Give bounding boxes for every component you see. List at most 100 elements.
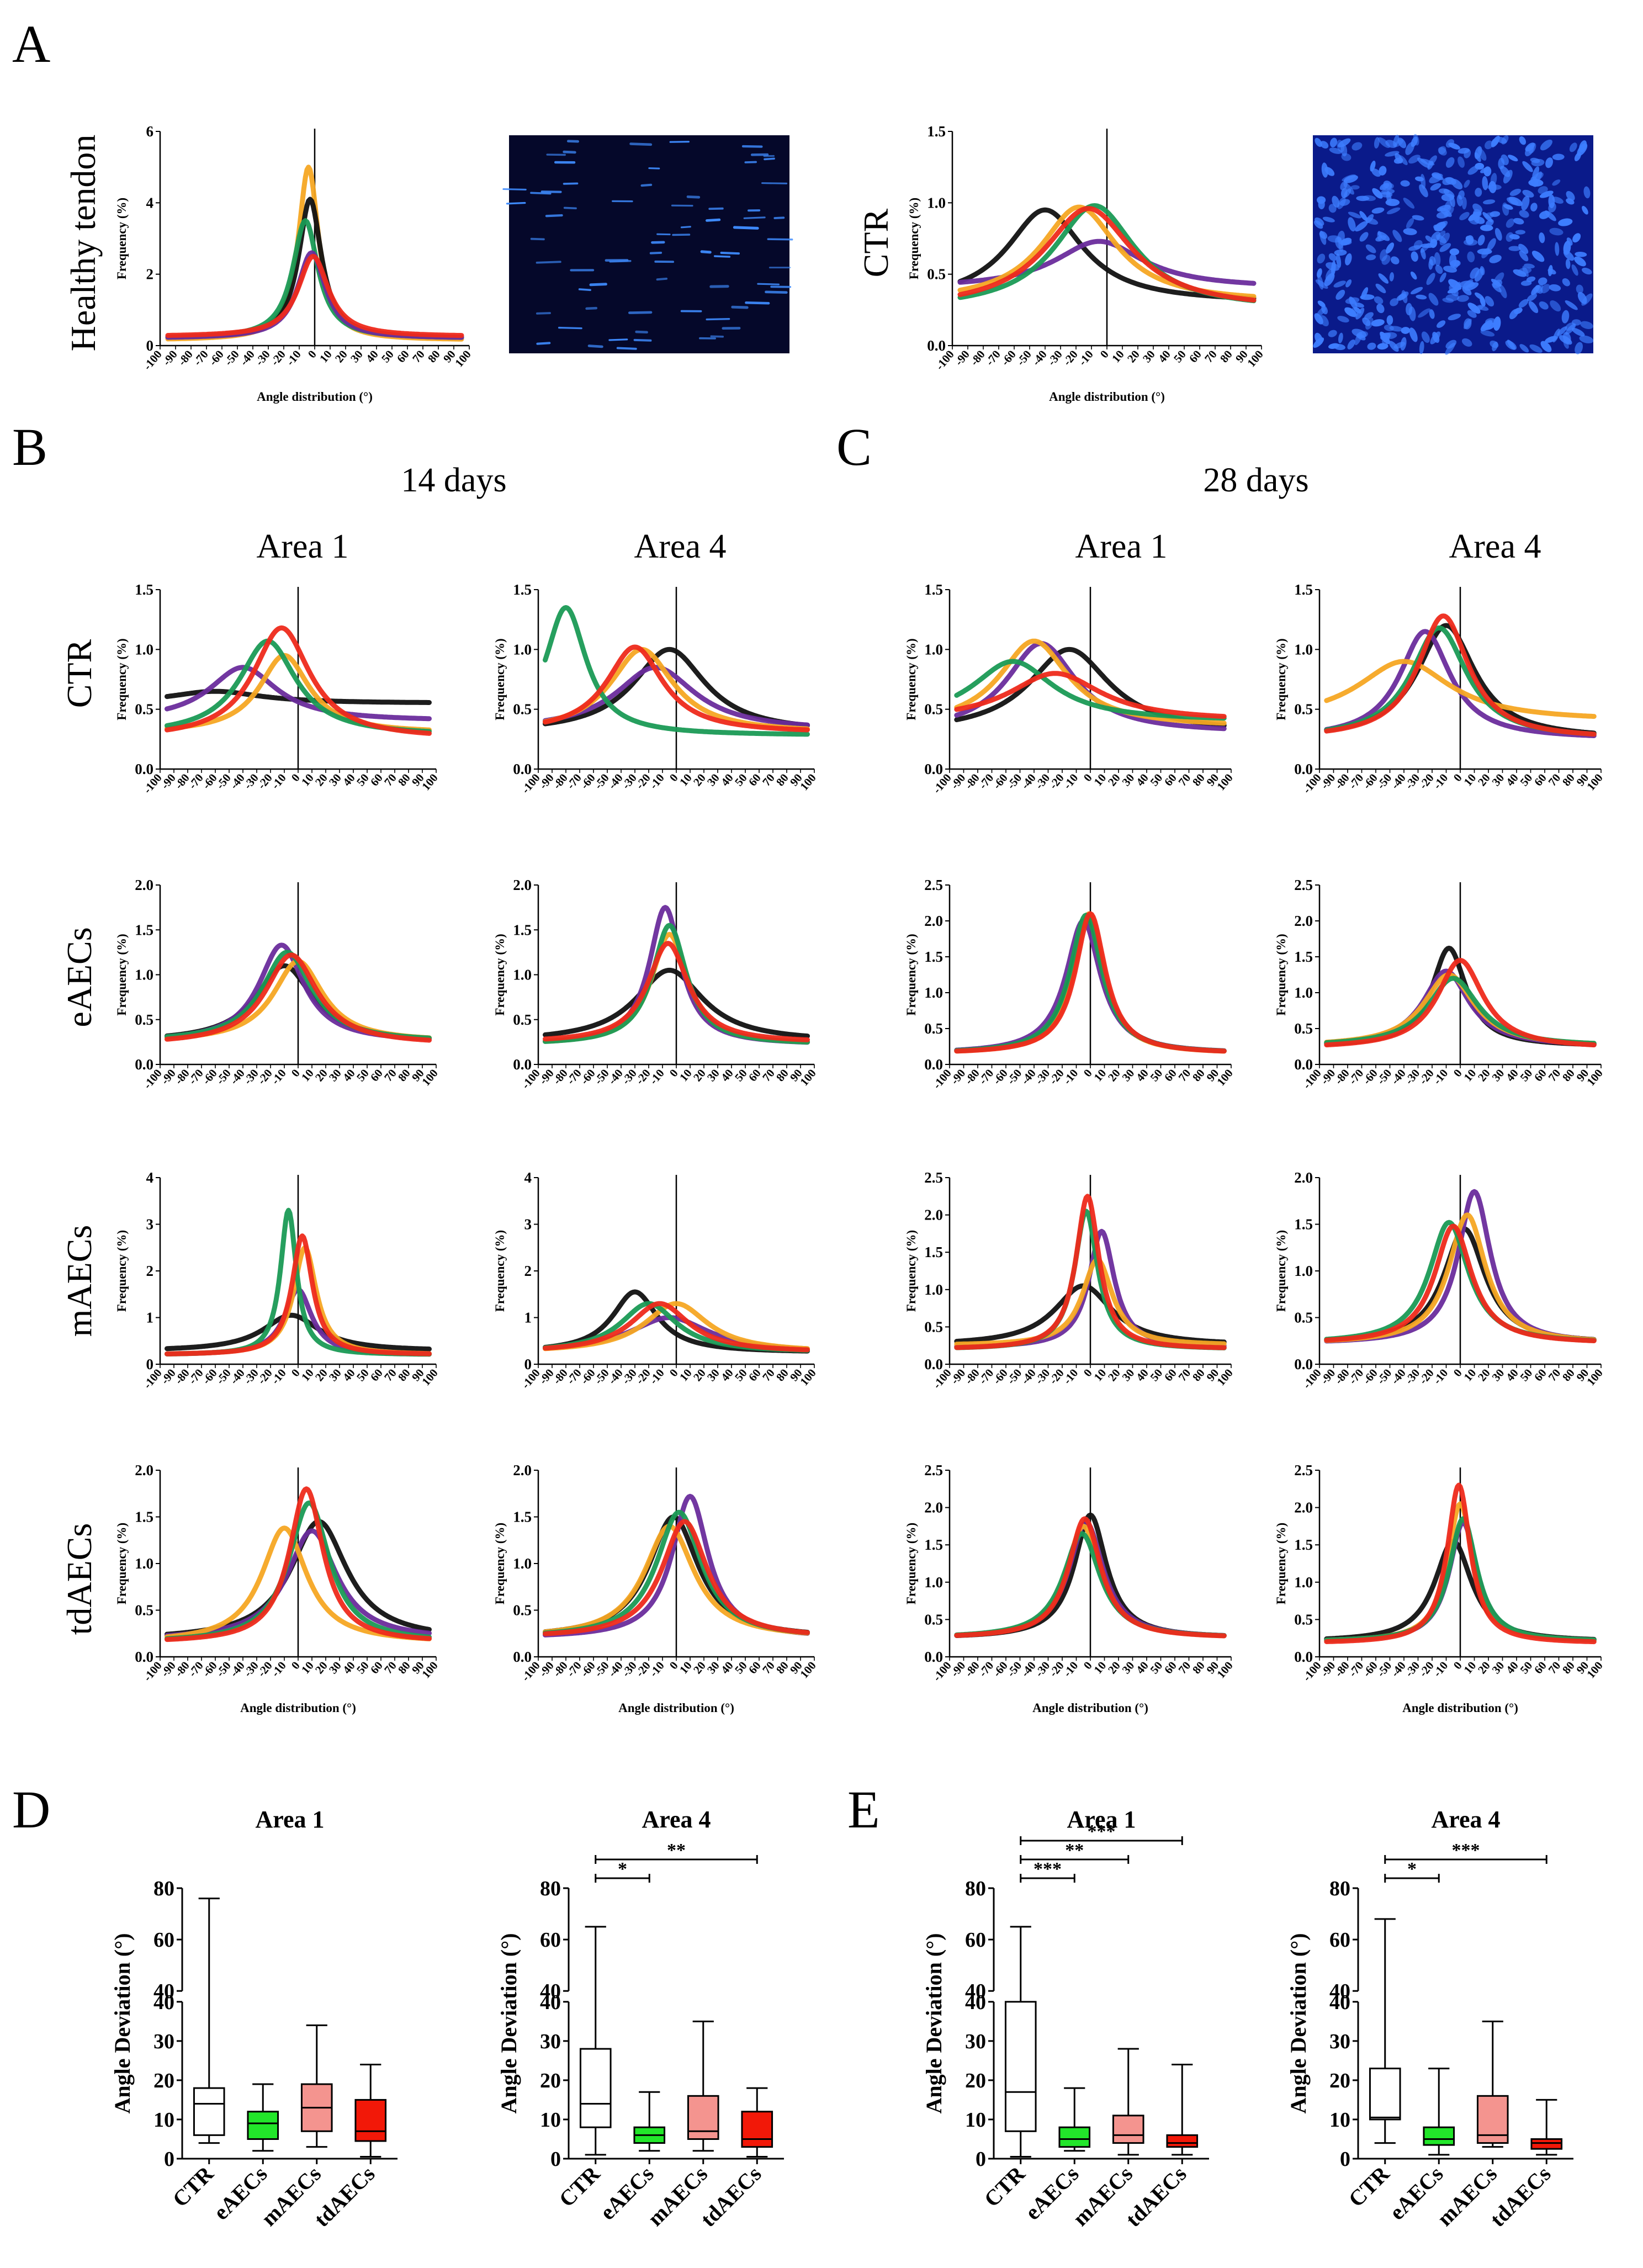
x-axis-label: Angle distribution (°)	[257, 390, 373, 404]
y-axis-label: Frequency (%)	[1274, 1523, 1288, 1604]
nucleus	[1340, 181, 1348, 190]
nucleus	[1571, 327, 1585, 337]
y-tick-label: 1.5	[513, 921, 532, 938]
row-label-maecs: mAECs	[60, 1225, 99, 1337]
y-tick-label: 0.5	[924, 1020, 943, 1037]
y-tick-label: 0.5	[513, 1011, 532, 1028]
y-tick-label: 1.0	[513, 1555, 532, 1572]
y-tick-label: 1.0	[513, 967, 532, 983]
nucleus	[1522, 161, 1533, 172]
chart-C-ctr-area1: 0.00.51.01.5-100-90-80-70-60-50-40-30-20…	[904, 581, 1236, 796]
nucleus	[1506, 218, 1515, 228]
y-tick-label: 0	[550, 2148, 561, 2171]
y-tick-label: 1.0	[924, 984, 943, 1001]
y-tick-label: 0.5	[1294, 1611, 1313, 1628]
y-tick-label: 0.5	[513, 701, 532, 718]
y-tick-label: 0.0	[135, 1056, 153, 1073]
nucleus	[1477, 305, 1489, 311]
series-line-orange	[954, 1257, 1227, 1347]
y-tick-label: 20	[540, 2069, 561, 2092]
nucleus	[628, 311, 653, 314]
y-tick-label: 1.5	[135, 921, 153, 938]
nucleus	[1578, 140, 1587, 153]
nucleus	[1416, 294, 1427, 300]
nucleus	[1319, 231, 1328, 239]
y-tick-label: 40	[540, 1991, 561, 2014]
y-tick-label: 1.5	[1294, 948, 1313, 965]
y-tick-label: 1.0	[1294, 641, 1313, 658]
nucleus	[1467, 303, 1481, 314]
nucleus	[1480, 266, 1485, 275]
y-tick-label: 0.5	[513, 1602, 532, 1619]
nucleus	[765, 290, 788, 294]
nucleus	[1329, 147, 1342, 154]
nucleus	[1528, 142, 1536, 154]
nucleus	[1539, 190, 1554, 198]
y-tick-label: 1.0	[135, 967, 153, 983]
nucleus	[1406, 303, 1413, 316]
x-tick-label: -10	[1061, 1067, 1080, 1087]
nucleus	[1362, 195, 1376, 202]
nucleus	[1501, 135, 1509, 145]
nucleus	[1426, 273, 1435, 285]
nucleus	[1398, 292, 1409, 300]
nucleus	[1335, 289, 1345, 300]
nucleus	[648, 167, 660, 169]
nucleus	[1405, 142, 1415, 155]
nucleus	[1371, 168, 1381, 177]
x-tick-label: 100	[797, 771, 819, 793]
x-axis-label: Angle distribution (°)	[240, 1701, 356, 1715]
x-tick-label: -10	[268, 1067, 288, 1087]
nucleus	[1482, 212, 1493, 222]
chart-D-area4: Area 4 Angle Deviation (°) 40 60 80 0 10 20 30 40…	[496, 1806, 784, 2232]
nucleus	[1491, 137, 1499, 146]
y-tick-label: 40	[153, 1980, 174, 2003]
nucleus	[1315, 332, 1323, 345]
nucleus	[1419, 184, 1428, 198]
nucleus	[1477, 235, 1485, 246]
x-tick-label: -10	[1061, 1659, 1080, 1679]
y-tick-label: 2.0	[1294, 1169, 1313, 1186]
nucleus	[1382, 183, 1394, 190]
nucleus	[1389, 326, 1403, 332]
y-tick-label: 1.0	[924, 641, 943, 658]
chart-C-eaecs-area1: 0.00.51.01.52.02.5-100-90-80-70-60-50-40…	[904, 877, 1236, 1091]
nucleus	[1435, 264, 1443, 274]
nucleus	[1519, 136, 1527, 145]
nucleus	[1355, 221, 1368, 232]
x-tick-label: 100	[1584, 1366, 1605, 1389]
x-tick-label: -10	[1430, 1067, 1450, 1087]
nucleus	[1519, 344, 1529, 353]
nucleus	[1565, 324, 1576, 335]
nucleus	[1354, 306, 1361, 314]
chart-B-ctr-area1: 0.00.51.01.5-100-90-80-70-60-50-40-30-20…	[115, 581, 441, 796]
nucleus	[1514, 307, 1523, 314]
y-tick-label: 80	[540, 1877, 561, 1900]
series-line-green	[954, 659, 1227, 721]
nucleus	[1413, 134, 1419, 146]
nucleus	[1349, 296, 1358, 310]
nucleus	[1506, 232, 1514, 242]
x-axis-label: Angle distribution (°)	[618, 1701, 734, 1715]
nucleus	[1524, 263, 1535, 269]
nucleus	[1380, 192, 1393, 198]
series-line-orange	[954, 638, 1227, 726]
nucleus	[1576, 284, 1583, 294]
series-line-red	[543, 1301, 810, 1353]
nucleus	[1445, 157, 1455, 168]
nucleus	[1498, 284, 1507, 299]
y-tick-label: 10	[153, 2108, 174, 2132]
x-tick-label: -10	[1430, 1366, 1450, 1387]
nucleus	[1518, 243, 1529, 254]
y-tick-label: 30	[1329, 2030, 1350, 2053]
nucleus	[1547, 268, 1556, 275]
x-tick-label: 0	[1098, 348, 1111, 361]
y-tick-label: 80	[965, 1877, 986, 1900]
category-label: tdAECs	[1121, 2161, 1191, 2232]
x-tick-label: 100	[1584, 771, 1605, 793]
nucleus	[1561, 310, 1570, 324]
nucleus	[1386, 207, 1401, 215]
nucleus	[1545, 210, 1556, 221]
nucleus	[566, 140, 580, 143]
